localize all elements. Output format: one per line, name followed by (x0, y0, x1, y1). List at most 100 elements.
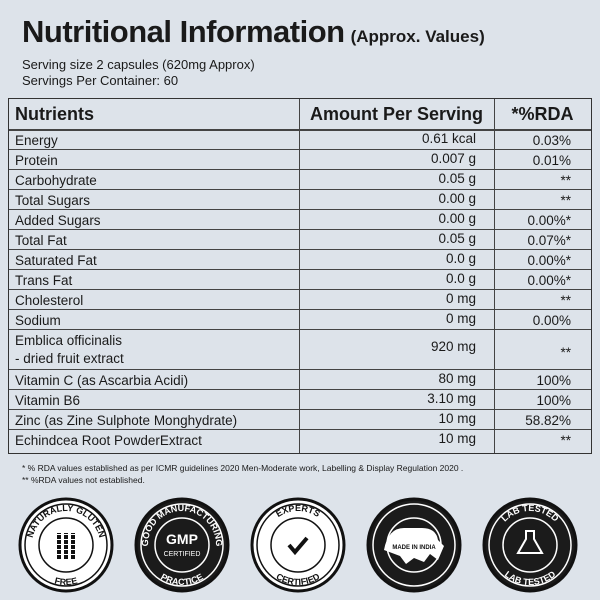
column-header: *%RDA (511, 104, 574, 124)
badge-text: PRACTICE (159, 572, 205, 587)
column-header: Amount Per Serving (309, 104, 484, 124)
row-divider (9, 169, 591, 170)
nutrient: Total Sugars (15, 193, 91, 208)
badge (134, 497, 230, 593)
amount: 0.0 g (445, 251, 476, 266)
badge-inner (502, 517, 558, 573)
nutrient: Vitamin C (as Ascarbia Acidi) (15, 373, 189, 388)
amount: 920 mg (430, 339, 476, 354)
footnote: ** %RDA values not established. (22, 475, 145, 485)
amount: 0.00 g (438, 191, 476, 206)
nutrient: Zinc (as Zine Sulphote Monghydrate) (15, 413, 238, 428)
amount: 10 mg (438, 431, 476, 446)
nutrient: Total Fat (15, 233, 67, 248)
badge-top: EXPERTS (274, 503, 322, 519)
amount: 0 mg (445, 291, 476, 306)
badge-bottom: PRACTICE (159, 572, 205, 587)
title: Nutritional Information (Approx. Values) (22, 14, 485, 50)
rda: 100% (536, 393, 571, 408)
row-divider (9, 249, 591, 250)
rda: 0.03% (532, 133, 571, 148)
nutrient: Emblica officinalis (15, 333, 123, 348)
amount: 10 mg (438, 411, 476, 426)
row-divider (9, 409, 591, 410)
badge-center: GMP (166, 531, 198, 547)
badge-ring (488, 503, 572, 587)
badge (250, 497, 346, 593)
row-divider (9, 149, 591, 150)
badge-inner (38, 517, 94, 573)
badge-text: EXPERTS (274, 503, 322, 519)
nutrient: Trans Fat (15, 273, 73, 288)
india-icon (384, 528, 444, 564)
badge-bottom: FREE (54, 576, 79, 588)
rda: 0.00% (532, 313, 571, 328)
row-divider (9, 429, 591, 430)
rda: 0.01% (532, 153, 571, 168)
rda: ** (560, 193, 571, 208)
badge-bottom: CERTIFIED (275, 571, 322, 587)
row-divider (9, 329, 591, 330)
amount: 0.05 g (438, 231, 476, 246)
row-divider (9, 309, 591, 310)
rda: ** (560, 293, 571, 308)
title-text: Nutritional Information (22, 14, 345, 49)
badge-ring (372, 503, 456, 587)
rda: 58.82% (525, 413, 571, 428)
row-divider (9, 369, 591, 370)
badge (482, 497, 578, 593)
nutrient: Cholesterol (15, 293, 84, 308)
amount: 80 mg (438, 371, 476, 386)
badge-ring (256, 503, 340, 587)
row-divider (9, 289, 591, 290)
rda: 0.00%* (527, 273, 571, 288)
badge-inner (270, 517, 326, 573)
row-divider (9, 269, 591, 270)
amount: 0 mg (445, 311, 476, 326)
row-divider (9, 209, 591, 210)
rda: 0.07%* (527, 233, 571, 248)
rda: 0.00%* (527, 253, 571, 268)
column-divider (494, 99, 495, 453)
row-divider (9, 229, 591, 230)
amount: 3.10 mg (427, 391, 476, 406)
nutrient: Added Sugars (15, 213, 101, 228)
footnote: * % RDA values established as per ICMR g… (22, 463, 464, 473)
nutrient-note: - dried fruit extract (15, 351, 124, 366)
badge-ring (24, 503, 108, 587)
nutrient: Carbohydrate (15, 173, 97, 188)
nutrient: Sodium (15, 313, 61, 328)
subtitle: (Approx. Values) (350, 27, 485, 46)
nutrient: Vitamin B6 (15, 393, 81, 408)
badge-text: CERTIFIED (275, 571, 322, 587)
rda: ** (560, 433, 571, 448)
nutrient: Energy (15, 133, 58, 148)
badge-ring (140, 503, 224, 587)
badge-center: MADE IN INDIA (392, 545, 436, 551)
servings: Servings Per Container: 60 (22, 73, 179, 88)
amount: 0.0 g (445, 271, 476, 286)
rda: 100% (536, 373, 571, 388)
badge-text: FREE (54, 576, 79, 588)
amount: 0.05 g (438, 171, 476, 186)
nutrient: Protein (15, 153, 58, 168)
column-header: Nutrients (15, 104, 95, 124)
nutrient: Echindcea Root PowderExtract (15, 433, 202, 448)
flask-icon (516, 530, 544, 554)
nutrition-table: Nutrients Amount Per Serving *%RDA Energy 0.… (8, 98, 592, 454)
amount: 0.61 kcal (421, 131, 476, 146)
row-divider (9, 389, 591, 390)
badge-inner (154, 517, 210, 573)
amount: 0.007 g (430, 151, 476, 166)
column-divider (299, 99, 300, 453)
nutrient: Saturated Fat (15, 253, 97, 268)
row-divider (9, 189, 591, 190)
rda: ** (560, 173, 571, 188)
amount: 0.00 g (438, 211, 476, 226)
rda: 0.00%* (527, 213, 571, 228)
serving-size: Serving size 2 capsules (620mg Approx) (22, 57, 255, 72)
rda: ** (560, 345, 571, 360)
row-divider (9, 129, 591, 131)
